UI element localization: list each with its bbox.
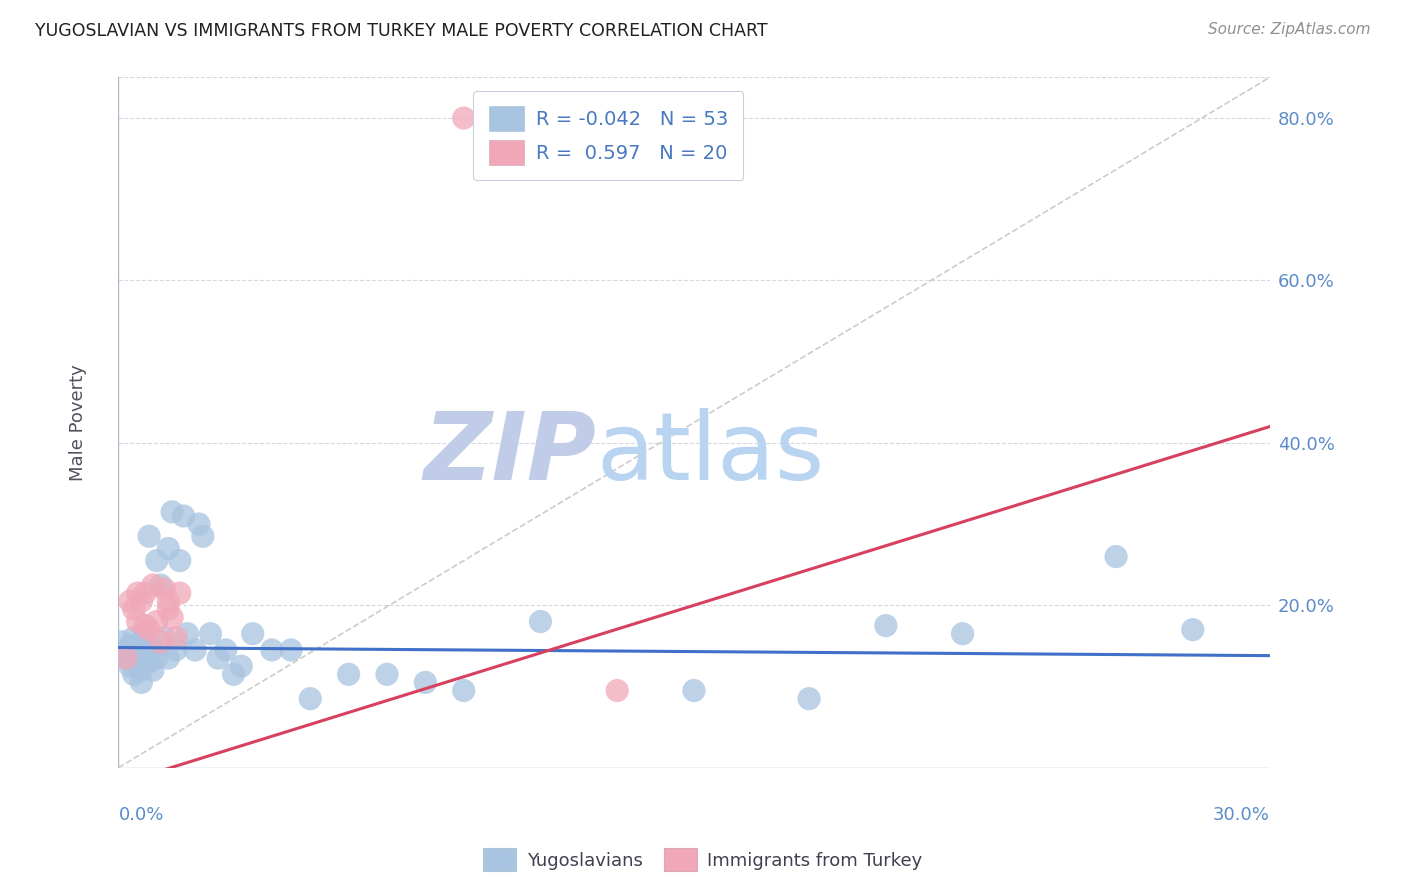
Point — [169, 554, 191, 568]
Point — [231, 659, 253, 673]
Point — [157, 651, 180, 665]
Point — [131, 594, 153, 608]
Point — [138, 529, 160, 543]
Point — [134, 586, 156, 600]
Point — [242, 626, 264, 640]
Point — [215, 643, 238, 657]
Point — [111, 635, 134, 649]
Point — [134, 626, 156, 640]
Text: ZIP: ZIP — [423, 408, 596, 500]
Text: Source: ZipAtlas.com: Source: ZipAtlas.com — [1208, 22, 1371, 37]
Point — [184, 643, 207, 657]
Point — [157, 541, 180, 556]
Point — [131, 635, 153, 649]
Point — [142, 643, 165, 657]
Point — [138, 623, 160, 637]
Point — [280, 643, 302, 657]
Point — [127, 643, 149, 657]
Point — [160, 505, 183, 519]
Text: 30.0%: 30.0% — [1213, 805, 1270, 823]
Point — [118, 639, 141, 653]
Point — [952, 626, 974, 640]
Point — [142, 578, 165, 592]
Point — [145, 615, 167, 629]
Legend: Yugoslavians, Immigrants from Turkey: Yugoslavians, Immigrants from Turkey — [477, 841, 929, 879]
Point — [375, 667, 398, 681]
Point — [153, 631, 176, 645]
Point — [797, 691, 820, 706]
Point — [115, 651, 138, 665]
Point — [337, 667, 360, 681]
Point — [134, 647, 156, 661]
Point — [118, 594, 141, 608]
Point — [145, 554, 167, 568]
Point — [222, 667, 245, 681]
Legend: R = -0.042   N = 53, R =  0.597   N = 20: R = -0.042 N = 53, R = 0.597 N = 20 — [474, 91, 744, 180]
Point — [118, 659, 141, 673]
Point — [173, 508, 195, 523]
Point — [115, 643, 138, 657]
Point — [153, 582, 176, 596]
Point — [875, 618, 897, 632]
Point — [131, 663, 153, 677]
Point — [149, 578, 172, 592]
Point — [453, 683, 475, 698]
Point — [453, 111, 475, 125]
Point — [127, 651, 149, 665]
Point — [157, 602, 180, 616]
Point — [122, 631, 145, 645]
Point — [1181, 623, 1204, 637]
Point — [1105, 549, 1128, 564]
Point — [415, 675, 437, 690]
Point — [165, 631, 187, 645]
Point — [191, 529, 214, 543]
Text: YUGOSLAVIAN VS IMMIGRANTS FROM TURKEY MALE POVERTY CORRELATION CHART: YUGOSLAVIAN VS IMMIGRANTS FROM TURKEY MA… — [35, 22, 768, 40]
Point — [142, 663, 165, 677]
Point — [122, 667, 145, 681]
Point — [683, 683, 706, 698]
Point — [149, 635, 172, 649]
Point — [160, 610, 183, 624]
Point — [207, 651, 229, 665]
Point — [200, 626, 222, 640]
Point — [176, 626, 198, 640]
Point — [115, 651, 138, 665]
Point — [529, 615, 551, 629]
Text: 0.0%: 0.0% — [118, 805, 163, 823]
Point — [157, 594, 180, 608]
Point — [145, 651, 167, 665]
Text: atlas: atlas — [596, 408, 824, 500]
Point — [127, 615, 149, 629]
Point — [131, 675, 153, 690]
Point — [138, 655, 160, 669]
Point — [127, 659, 149, 673]
Point — [188, 517, 211, 532]
Text: Male Poverty: Male Poverty — [69, 364, 87, 481]
Point — [165, 643, 187, 657]
Point — [169, 586, 191, 600]
Point — [299, 691, 322, 706]
Point — [122, 602, 145, 616]
Point — [260, 643, 283, 657]
Point — [606, 683, 628, 698]
Point — [127, 586, 149, 600]
Point — [134, 618, 156, 632]
